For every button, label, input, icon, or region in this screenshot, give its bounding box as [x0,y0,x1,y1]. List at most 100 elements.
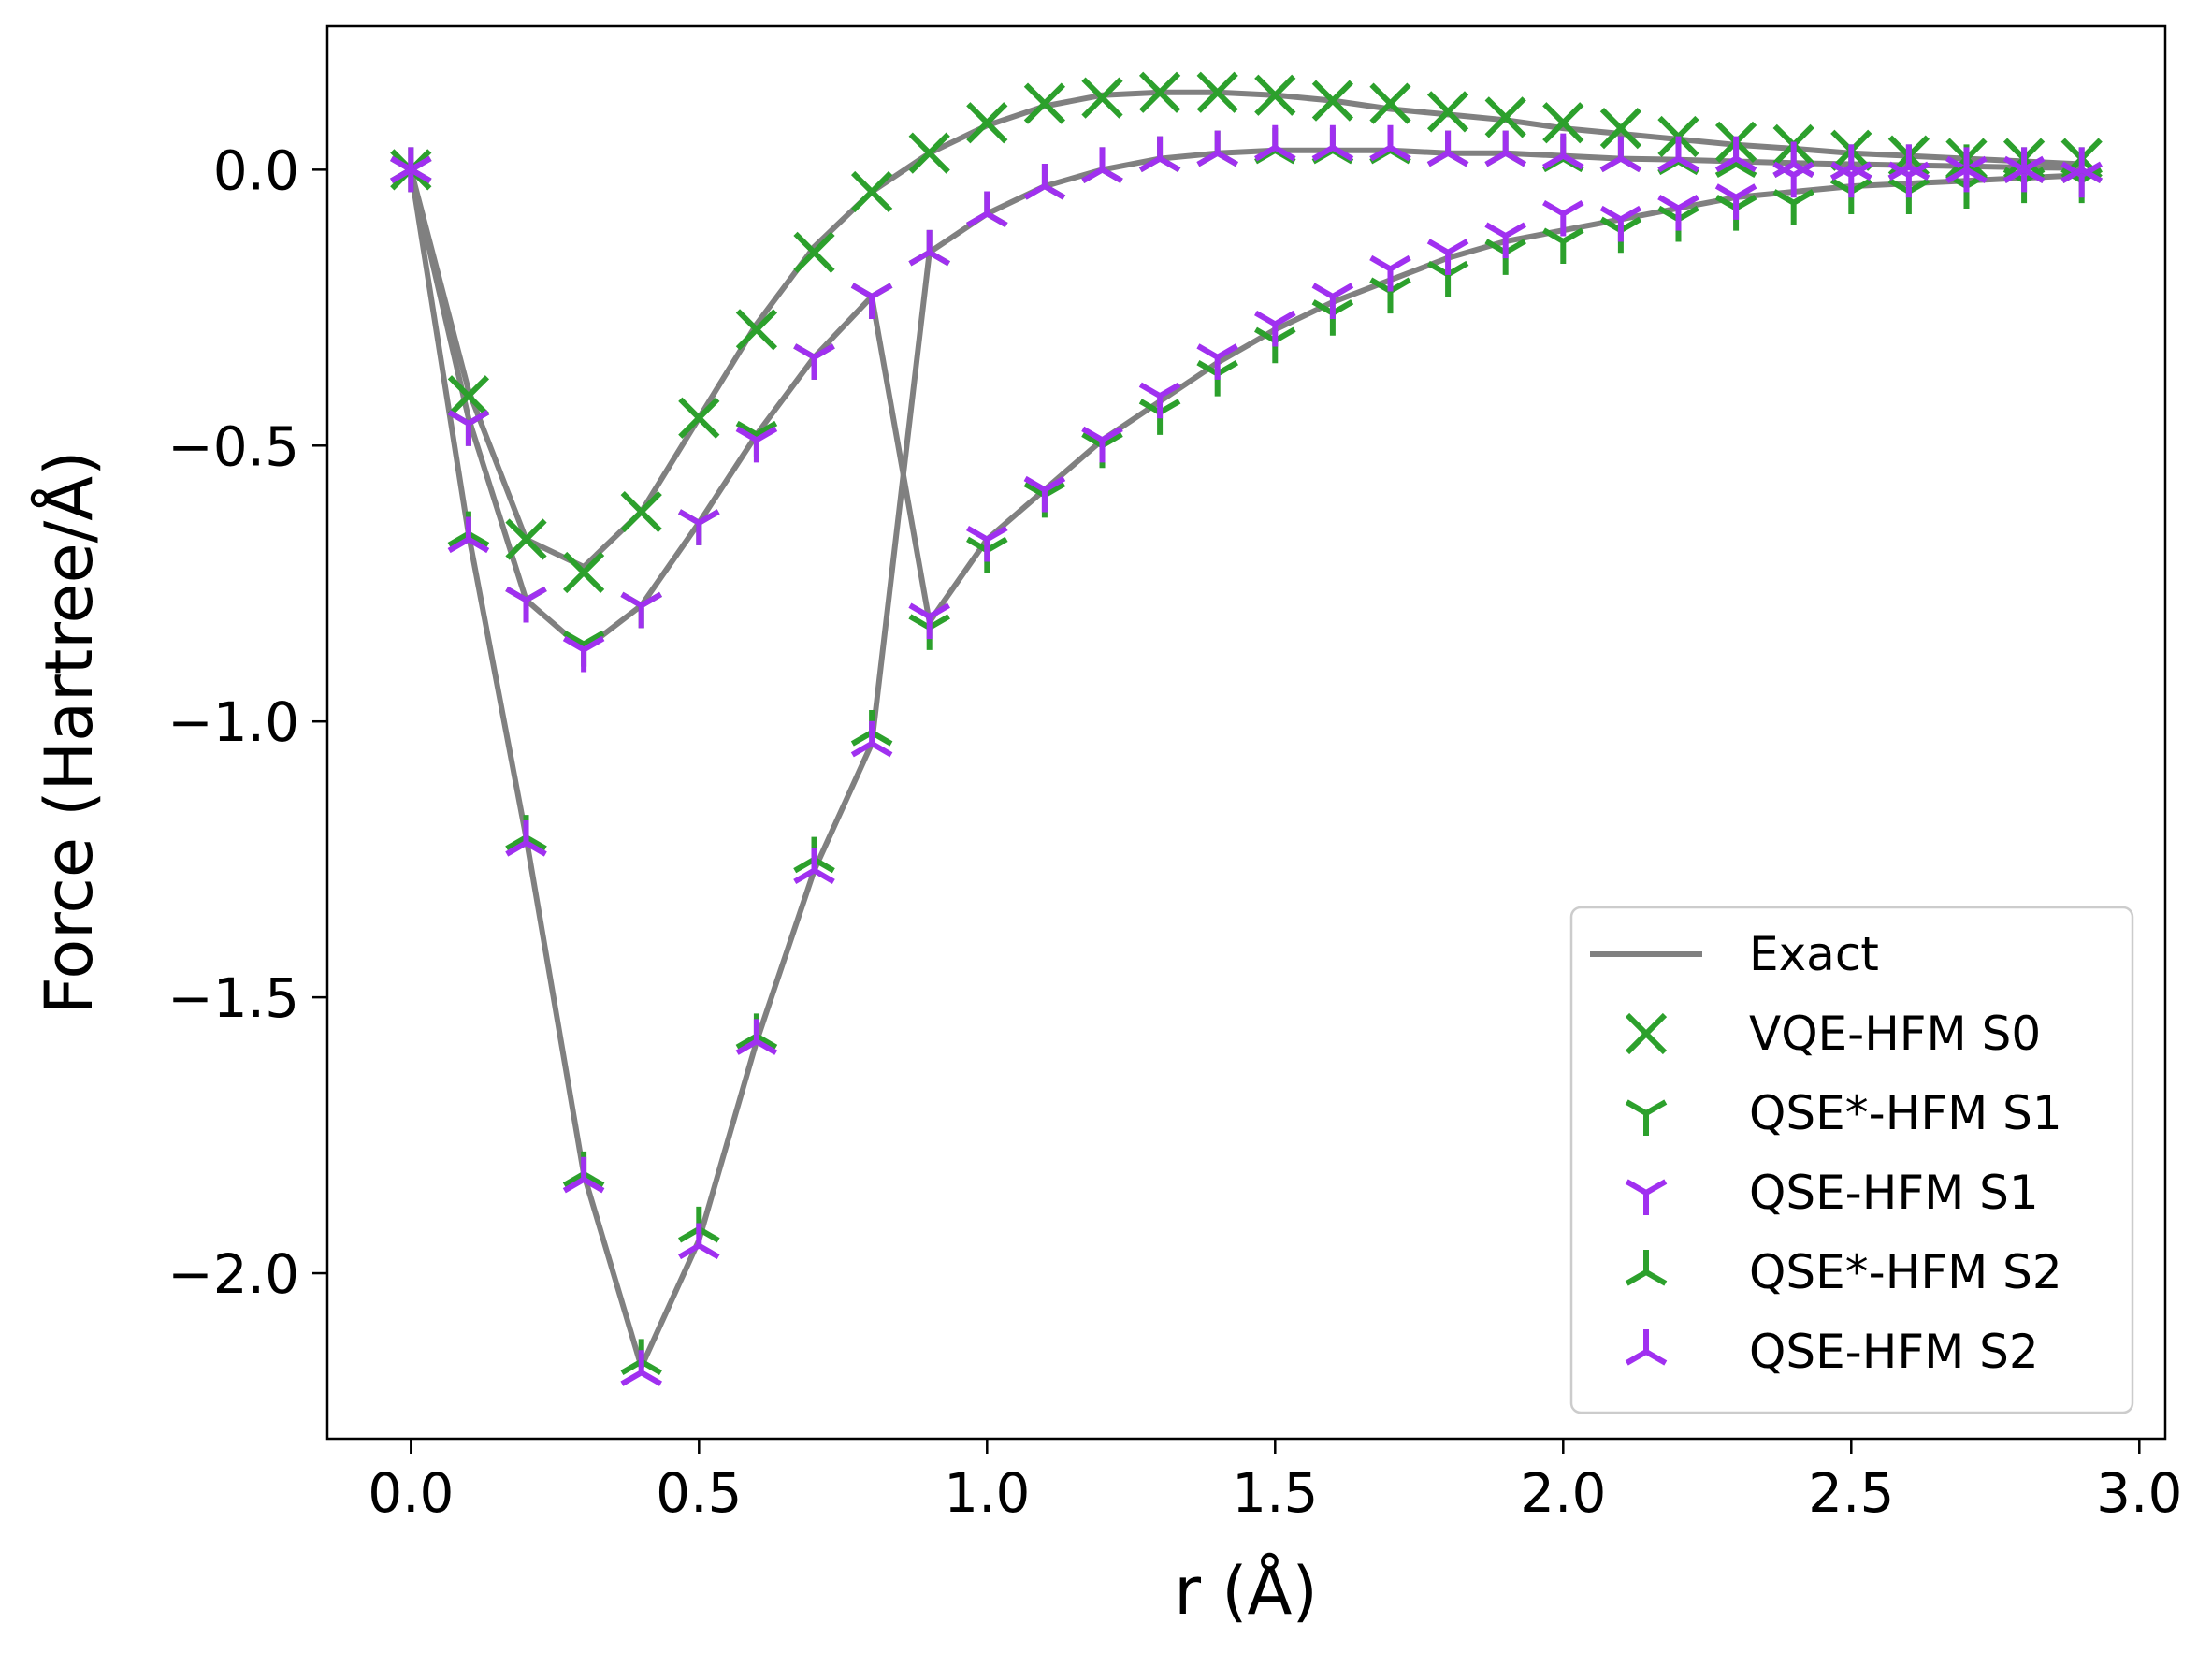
series-2 [390,155,2103,667]
data-point [562,635,605,673]
data-point [1945,147,1988,183]
legend-swatch [1625,1329,1668,1366]
data-point [1657,195,1699,231]
data-point [1369,254,1411,292]
data-point [447,375,490,417]
y-tick-label: −0.5 [167,414,299,478]
data-point [1311,80,1354,122]
legend-box [1569,906,2134,1414]
data-point [562,551,605,594]
exact-curves [408,89,2082,1370]
data-point [1369,82,1411,124]
data-point [1599,107,1642,150]
data-point [390,155,432,193]
legend-label: QSE*-HFM S1 [1749,1086,2062,1140]
data-point [1657,136,1699,173]
data-point [1830,144,1872,181]
data-point [505,819,547,857]
data-point [1254,310,1296,347]
data-point [447,516,490,554]
data-point [966,525,1008,562]
legend-label: QSE*-HFM S2 [1749,1245,2062,1299]
data-point [505,518,547,560]
data-point [678,509,720,545]
data-point [1254,124,1296,162]
legend-entry: QSE*-HFM S1 [1625,1086,2062,1140]
x-tick-label: 0.5 [656,1461,742,1525]
data-point [850,283,893,320]
y-axis-label: Force (Hartree/Å) [31,451,108,1015]
data-point [1484,130,1526,167]
legend-entry: QSE-HFM S1 [1625,1166,2039,1220]
data-point [793,231,835,273]
data-point [1714,136,1757,173]
axis-ticks: 0.0 0.5 1.0 1.5 2.0 2.5 3.0 0.0 −0.5 −1.0 −1.5 −2.0 [167,138,2182,1525]
legend-label: QSE-HFM S2 [1749,1325,2039,1379]
legend-entry: QSE*-HFM S2 [1625,1245,2062,1299]
data-point [505,586,547,623]
data-point [850,720,893,758]
data-point [1023,164,1066,200]
series-5 [390,124,2103,1386]
data-point [1426,130,1469,167]
data-point [1254,74,1296,116]
y-tick-label: −1.0 [167,690,299,754]
data-point [735,309,778,351]
data-point [2002,147,2046,183]
data-point [1542,227,1584,265]
data-point [1196,343,1238,380]
data-point [1138,71,1181,113]
data-point [1426,260,1469,297]
data-markers [390,71,2103,1386]
data-point [966,102,1008,144]
series-3 [390,155,2103,673]
x-axis-label: r (Å) [1174,1553,1318,1630]
data-point [1196,130,1238,167]
x-tick-label: 2.5 [1808,1461,1894,1525]
data-point [793,848,835,885]
data-point [678,1223,720,1260]
data-point [1311,283,1354,320]
data-point [1369,277,1411,314]
data-point [908,602,950,640]
data-point [1542,133,1584,170]
data-point [966,191,1008,228]
data-point [678,397,720,439]
x-tick-label: 0.0 [368,1461,454,1525]
legend-label: VQE-HFM S0 [1749,1007,2041,1061]
legend-swatch [1625,1250,1668,1286]
data-point [1887,144,1930,181]
y-tick-label: −2.0 [167,1242,299,1306]
data-point [620,1350,662,1386]
exact-curve-s1 [408,168,2082,653]
data-point [1138,136,1181,173]
x-tick-label: 1.5 [1232,1461,1318,1525]
data-point [1426,91,1469,133]
legend: Exact VQE-HFM S0 QSE*-HFM S1 QSE-HFM S1 QSE*… [1569,906,2134,1414]
data-point [1484,222,1526,259]
data-point [620,490,662,533]
data-point [1081,77,1123,119]
legend-swatch [1625,1099,1668,1136]
legend-label: QSE-HFM S1 [1749,1166,2039,1220]
data-point [1714,183,1757,220]
data-point [735,426,778,463]
exact-curve-s2 [408,147,2082,1370]
data-point [2002,155,2046,193]
data-point [1369,124,1411,162]
data-point [1484,96,1526,138]
legend-entry: QSE-HFM S2 [1625,1325,2039,1379]
data-point [1542,102,1584,144]
data-point [908,132,950,174]
data-point [1772,141,1814,179]
exact-curve-s0 [408,89,2082,570]
plot-frame [325,24,2167,1441]
data-point [793,343,835,380]
data-point [1138,382,1181,419]
data-point [2060,147,2103,183]
data-point [1772,189,1814,225]
legend-entry: VQE-HFM S0 [1625,1007,2041,1061]
data-point [1426,239,1469,275]
x-tick-label: 2.0 [1520,1461,1606,1525]
